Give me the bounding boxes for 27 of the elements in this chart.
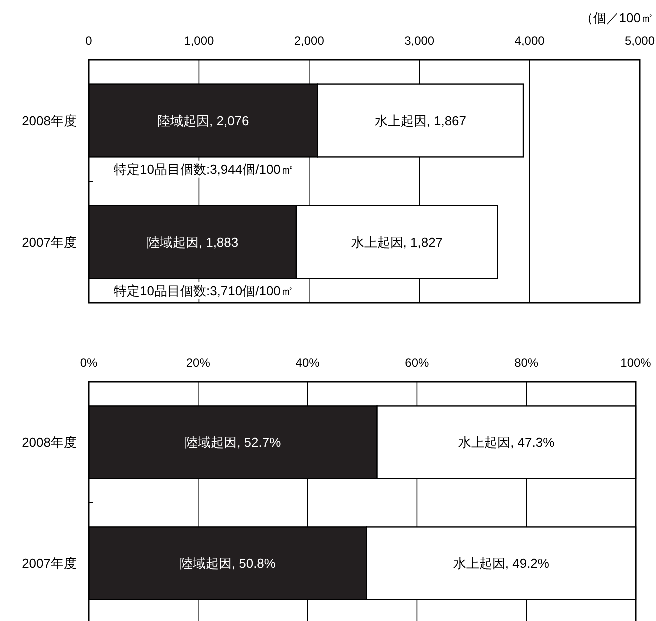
tick-label: 2,000: [294, 34, 324, 48]
data-label: 水上起因, 1,867: [374, 113, 467, 128]
tick-label: 20%: [186, 356, 210, 370]
category-label: 2008年度: [22, 435, 77, 450]
tick-label: 100%: [620, 356, 652, 370]
data-label: 陸域起因, 2,076: [158, 113, 250, 128]
tick-label: 0: [86, 34, 92, 48]
tick-label: 40%: [296, 356, 320, 370]
total: 特定10品目個数:3,944個/100㎡: [114, 162, 294, 177]
tick-label: 3,000: [404, 34, 435, 48]
data-label: 水上起因, 1,827: [351, 234, 444, 250]
tick-label: 80%: [514, 356, 539, 370]
tick-label: 5,000: [624, 34, 656, 48]
tick-label: 4,000: [514, 34, 545, 48]
category-label: 2007年度: [22, 556, 77, 571]
tick-label: 0%: [80, 356, 98, 370]
category-label: 2008年度: [22, 113, 77, 128]
axis-title: （個／100㎡: [580, 10, 654, 26]
data-label: 水上起因, 47.3%: [458, 435, 555, 450]
tick-label: 60%: [405, 356, 430, 370]
data-label: 陸域起因, 52.7%: [185, 435, 282, 450]
tick-label: 1,000: [184, 34, 214, 48]
data-label: 水上起因, 49.2%: [453, 556, 550, 571]
data-label: 陸域起因, 50.8%: [180, 556, 276, 571]
category-label: 2007年度: [22, 234, 77, 250]
total: 特定10品目個数:3,710個/100㎡: [114, 283, 294, 298]
data-label: 陸域起因, 1,883: [146, 234, 239, 250]
